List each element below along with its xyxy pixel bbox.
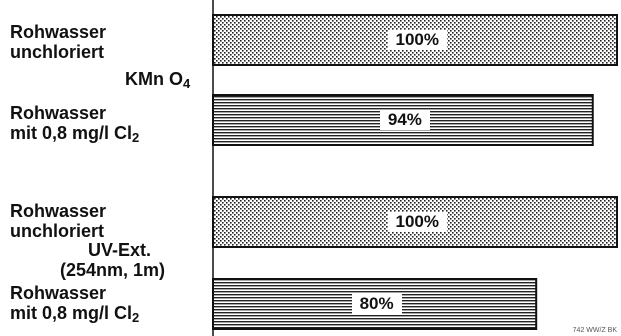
category-label-chlorinated-kmno4: Rohwasser mit 0,8 mg/l Cl2 [10, 103, 140, 145]
category-label-unchlorinated-kmno4: Rohwasser unchloriert [10, 22, 107, 62]
category-label-chlorinated-uv: Rohwasser mit 0,8 mg/l Cl2 [10, 283, 140, 325]
value-label-group1-2: 94% [379, 110, 430, 130]
measure-label-uv-extinction: UV-Ext. (254nm, 1m) [60, 240, 166, 280]
category-label-unchlorinated-uv: Rohwasser unchloriert [10, 201, 107, 241]
footer-note: 742 WW/Z BK [572, 327, 617, 334]
value-label-group2-1: 100% [387, 212, 447, 232]
measure-label-kmno4: KMn O4 [125, 69, 191, 91]
value-label-group2-2: 80% [351, 294, 402, 314]
value-label-group1-1: 100% [387, 30, 447, 50]
